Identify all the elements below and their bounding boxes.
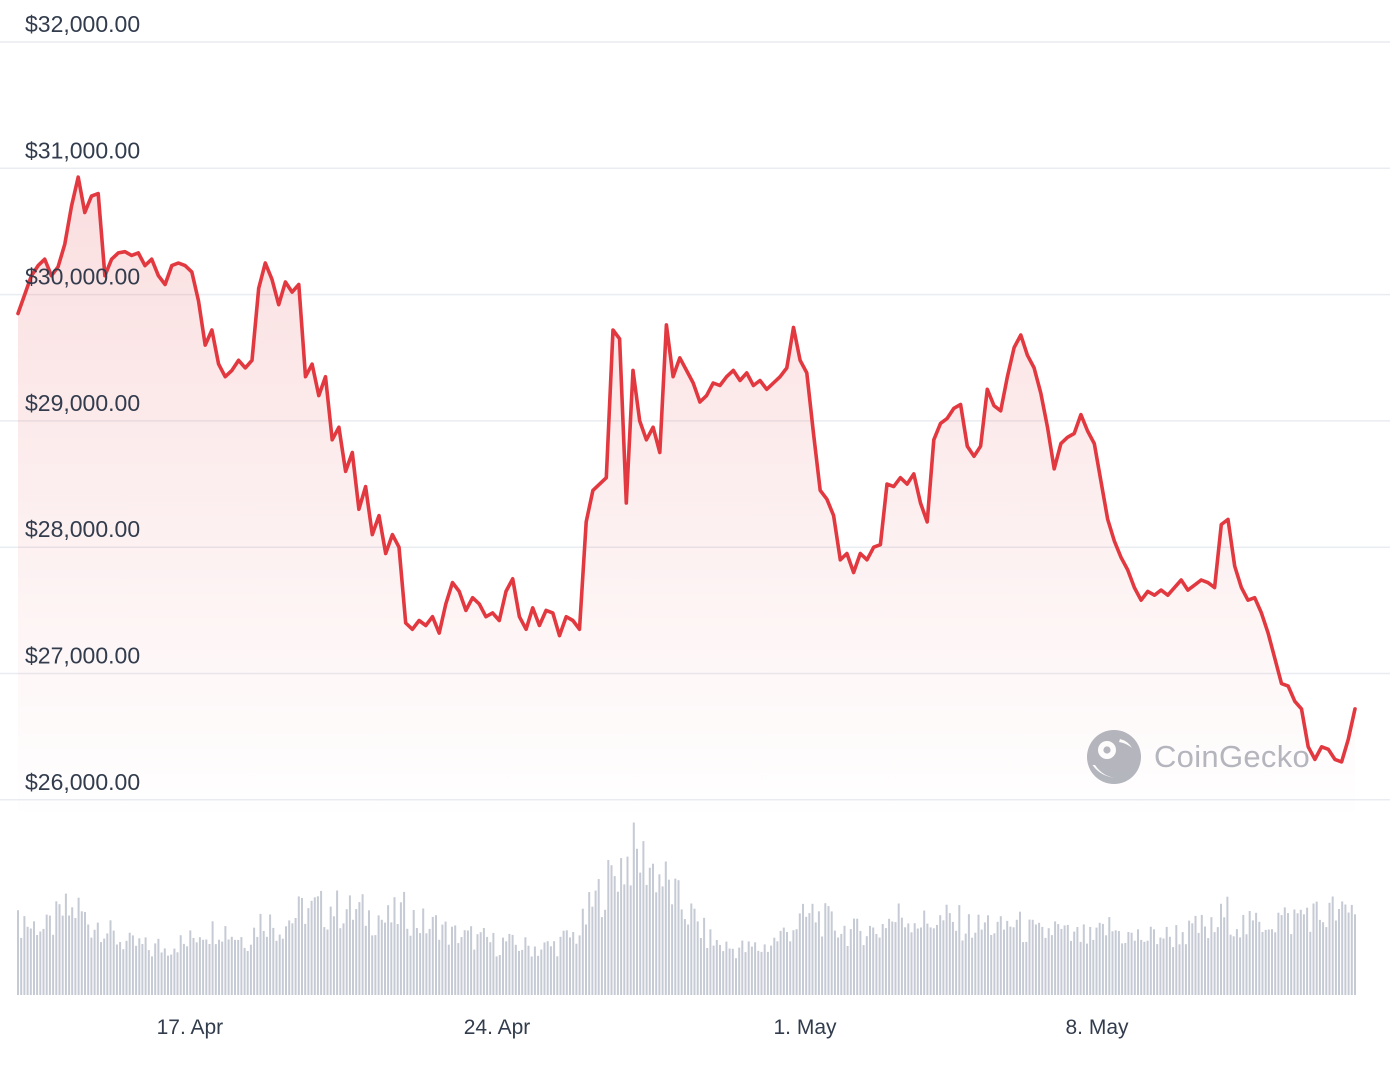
x-axis-label: 1. May <box>773 1016 837 1039</box>
y-axis-label: $32,000.00 <box>25 11 140 37</box>
y-axis-label: $29,000.00 <box>25 390 140 416</box>
x-axis-label: 24. Apr <box>464 1016 531 1039</box>
y-axis-label: $27,000.00 <box>25 643 140 669</box>
y-axis-label: $31,000.00 <box>25 137 140 163</box>
y-axis-label: $28,000.00 <box>25 516 140 542</box>
y-axis-label: $30,000.00 <box>25 264 140 290</box>
x-axis-label: 17. Apr <box>157 1016 224 1039</box>
x-axis-label: 8. May <box>1065 1016 1129 1039</box>
y-axis-label: $26,000.00 <box>25 769 140 795</box>
